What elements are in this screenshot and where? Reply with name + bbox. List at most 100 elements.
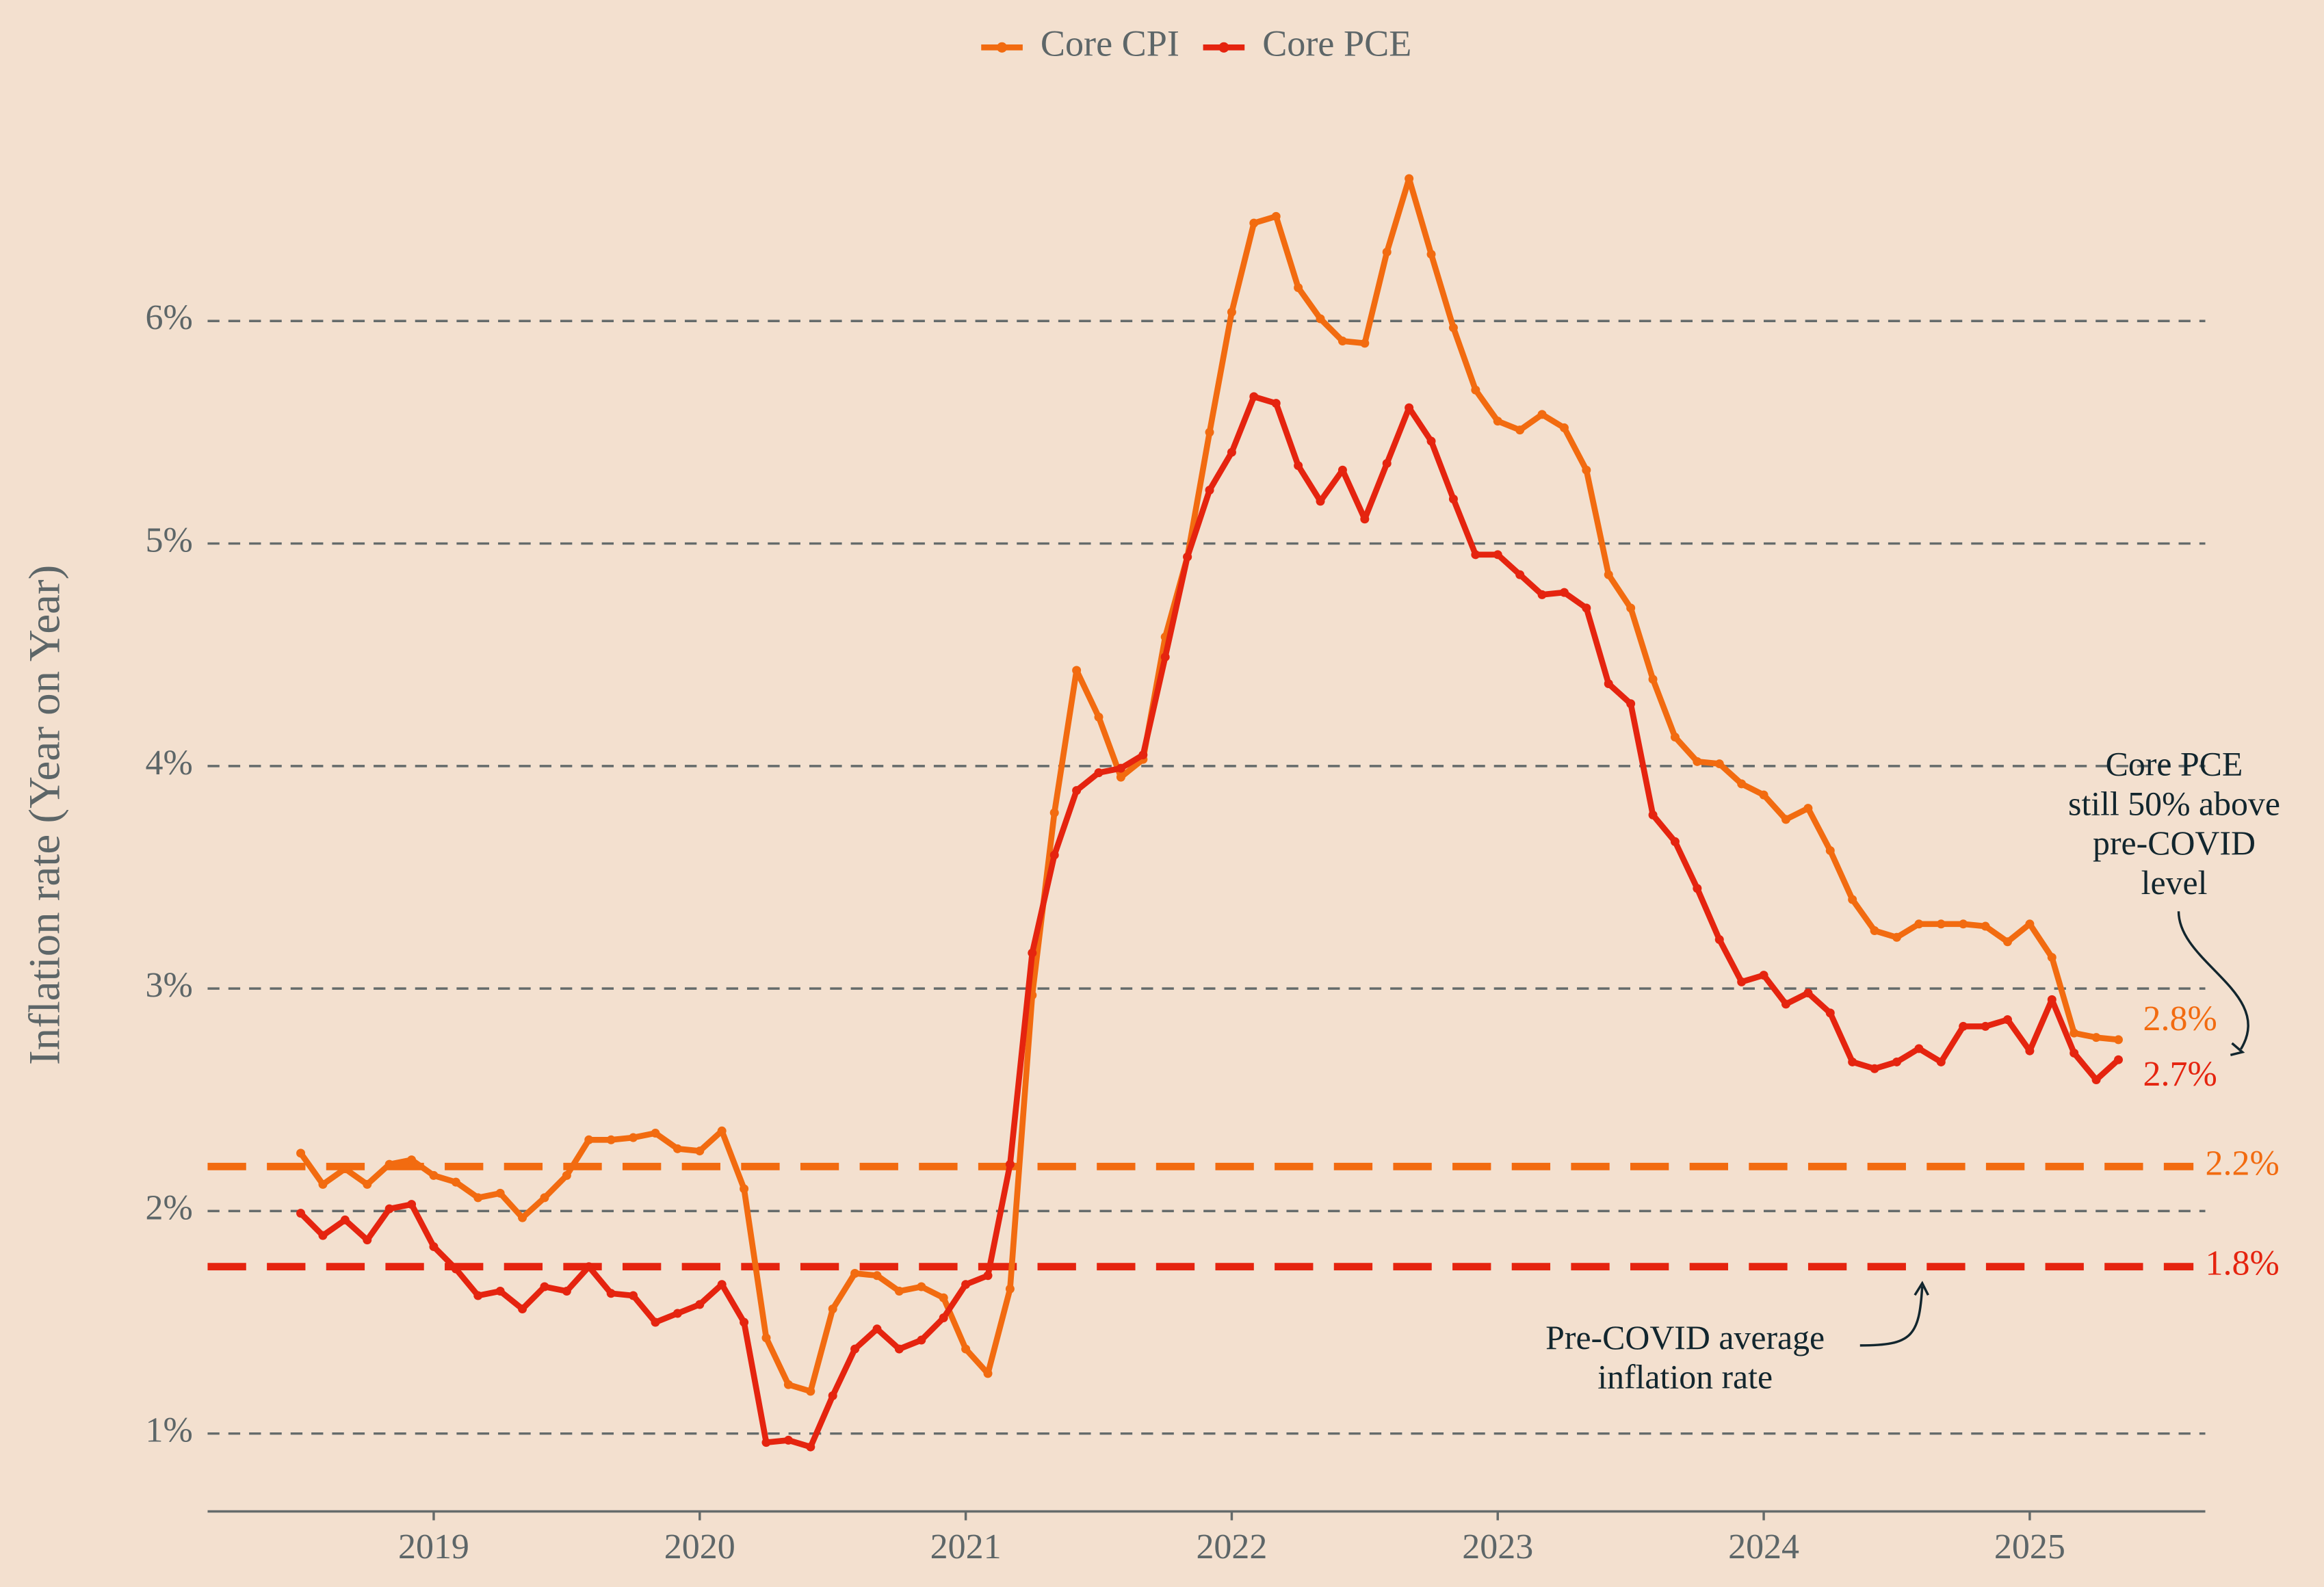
data-point [1559,423,1569,432]
data-point [1604,679,1613,688]
data-point [1825,845,1835,855]
data-point [872,1271,882,1281]
data-point [2025,1046,2035,1055]
data-point [1271,211,1281,221]
data-point [983,1369,993,1378]
arrow-head [2230,1042,2245,1057]
data-point [1737,977,1747,986]
data-point [1249,218,1259,228]
data-point [1448,323,1458,332]
data-point [1426,250,1436,259]
annotation: level [2141,864,2208,902]
data-point [939,1313,948,1323]
data-point [673,1144,682,1153]
annotation: Pre-COVID average [1545,1319,1825,1356]
data-point [1759,971,1768,980]
y-tick-label: 1% [146,1411,193,1450]
data-point [1714,759,1724,769]
data-point [1005,1284,1015,1294]
data-point [783,1380,793,1389]
arrow-head [1914,1281,1929,1296]
data-point [363,1179,372,1189]
data-point [1448,495,1458,504]
data-point [1183,552,1192,562]
data-point [629,1133,638,1142]
data-point [562,1286,571,1296]
data-point [1848,895,1857,904]
data-point [1294,461,1303,471]
y-tick-label: 6% [146,298,193,337]
data-point [1693,884,1702,893]
data-point [1337,465,1347,475]
data-point [1382,247,1392,257]
data-point [983,1271,993,1281]
data-point [340,1164,350,1174]
data-point [872,1324,882,1334]
y-tick-label: 3% [146,966,193,1005]
data-point [1626,699,1636,709]
data-point [939,1293,948,1302]
data-point [1892,1057,1901,1066]
data-point [1294,283,1303,292]
y-tick-label: 2% [146,1188,193,1227]
data-point [761,1333,771,1343]
data-point [651,1129,660,1138]
data-point [495,1188,505,1198]
data-point [2002,937,2012,947]
data-point [1537,410,1547,419]
data-point [1803,804,1813,813]
data-point [2002,1015,2012,1025]
data-point [1471,385,1480,395]
data-point [917,1335,926,1345]
annotation: Core PCE [2106,746,2243,783]
data-point [695,1146,705,1156]
reference-label: 2.2% [2206,1144,2280,1183]
data-point [473,1291,483,1300]
data-point [429,1170,439,1180]
data-point [1493,417,1502,426]
data-point [1626,603,1636,613]
reference-label: 1.8% [2206,1244,2280,1283]
data-point [1049,808,1059,817]
data-point [318,1179,328,1189]
data-point [1382,458,1392,468]
data-point [1981,921,1990,931]
x-tick-label: 2025 [1994,1527,2065,1566]
data-point [518,1304,527,1314]
data-point [1072,786,1082,796]
data-point [850,1344,860,1354]
y-axis-label: Inflation rate (Year on Year) [21,565,70,1065]
data-point [429,1242,439,1251]
data-point [894,1344,904,1354]
data-point [1582,465,1591,475]
y-tick-label: 4% [146,744,193,783]
data-point [540,1193,549,1203]
data-point [1405,174,1414,183]
data-point [1072,666,1082,675]
data-point [1205,485,1214,495]
data-point [1160,652,1170,661]
data-point [828,1304,837,1314]
data-point [1936,1057,1946,1066]
data-point [806,1442,815,1452]
data-point [473,1193,483,1203]
data-point [1848,1057,1857,1066]
data-point [1249,392,1259,402]
x-tick-label: 2020 [664,1527,735,1566]
annotation: inflation rate [1597,1359,1773,1396]
data-point [1559,588,1569,597]
data-point [1959,919,1968,929]
data-point [1227,307,1236,317]
data-point [2047,953,2057,962]
data-point [1493,550,1502,560]
data-point [384,1159,394,1169]
annotation: still 50% above [2068,785,2280,822]
data-point [1028,948,1037,958]
data-point [407,1200,417,1209]
data-point [384,1204,394,1214]
data-point [717,1126,727,1136]
y-tick-label: 5% [146,521,193,560]
data-point [1116,763,1125,773]
